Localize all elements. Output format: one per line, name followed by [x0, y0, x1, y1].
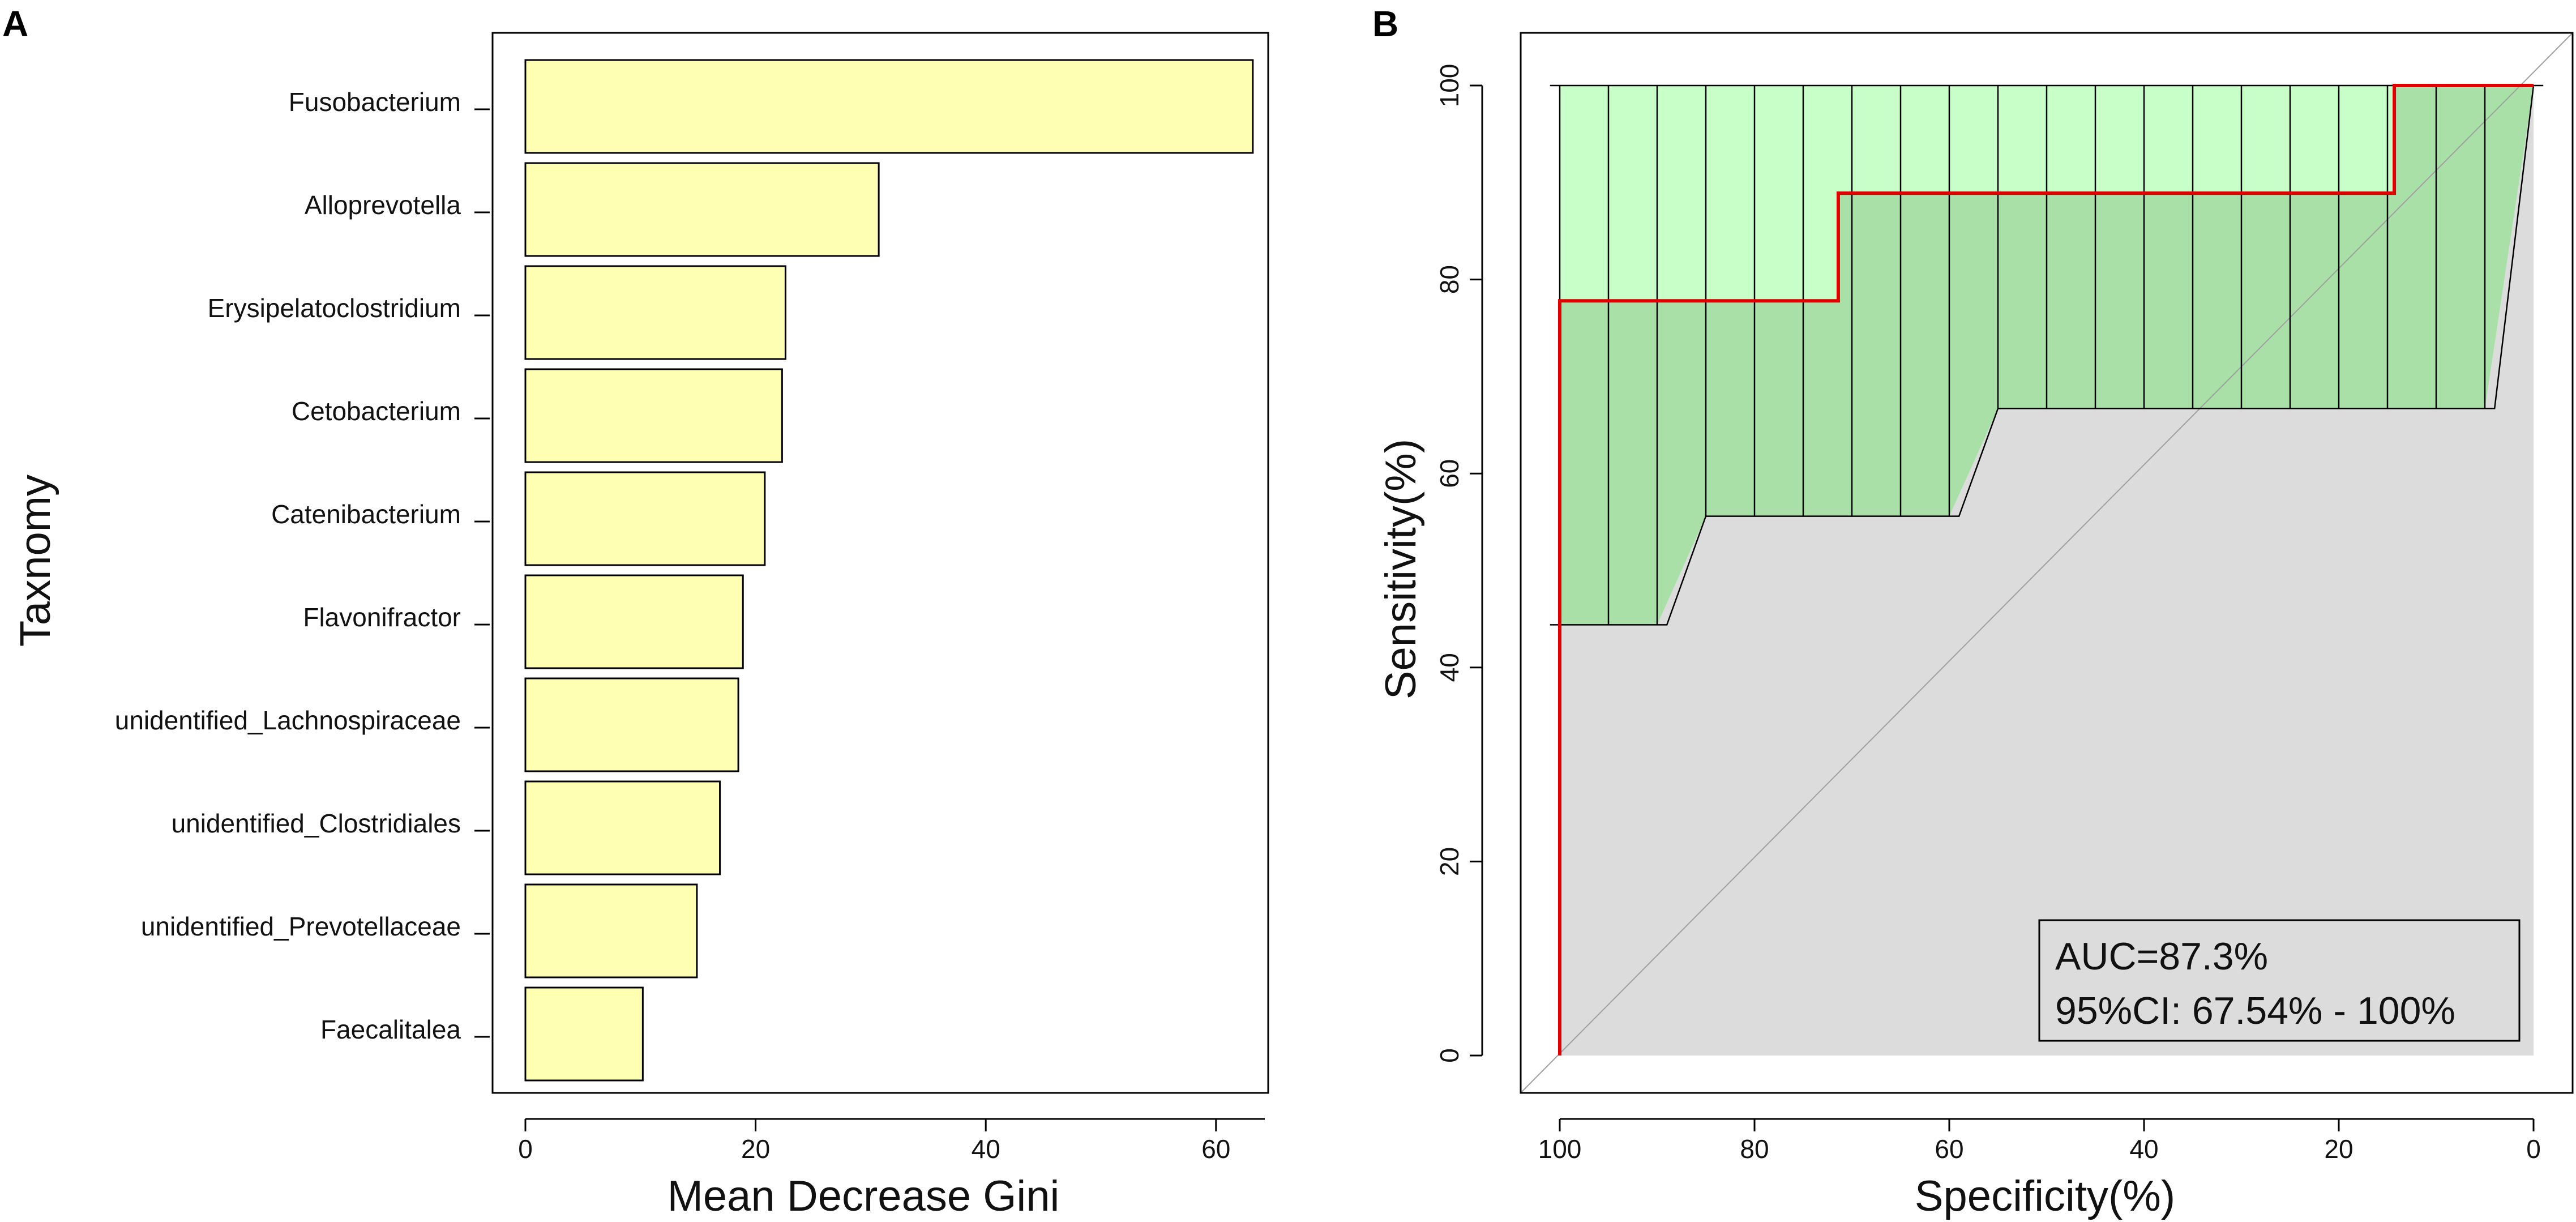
category-label: Alloprevotella — [305, 190, 461, 220]
roc-ci-lower-line — [1550, 85, 2535, 626]
bar-flavonifractor — [524, 574, 744, 669]
auc-value-text: AUC=87.3% — [2055, 935, 2268, 978]
bar-unidentified-prevotellaceae — [524, 883, 698, 979]
panel-a-x-axis-title: Mean Decrease Gini — [667, 1172, 1060, 1220]
panel-a: A Fusobacterium Alloprevotella Erysipelato… — [2, 3, 1269, 1220]
panel-b-roc-plot — [1520, 32, 2573, 1093]
panel-a-label: A — [2, 3, 28, 44]
panel-a-bars — [524, 59, 1254, 1082]
x-tick-label: 60 — [1935, 1134, 1963, 1164]
bar-fusobacterium — [524, 59, 1254, 154]
panel-b-y-ticks: 0 20 40 60 80 100 — [1435, 64, 1482, 1063]
x-tick-label: 100 — [1538, 1134, 1582, 1164]
category-label: unidentified_Prevotellaceae — [141, 912, 461, 941]
panel-b: B 0 20 40 60 80 100 100 80 60 40 20 0 AUC=87.3% 95… — [1372, 3, 2574, 1220]
bar-faecalitalea — [524, 986, 644, 1082]
bar-cetobacterium — [524, 368, 783, 463]
bar-unidentified-lachnospiraceae — [524, 677, 739, 772]
panel-b-label: B — [1372, 3, 1398, 44]
category-label: Flavonifractor — [303, 603, 461, 632]
panel-b-x-axis-title: Specificity(%) — [1915, 1172, 2175, 1220]
auc-legend-box: AUC=87.3% 95%CI: 67.54% - 100% — [2038, 919, 2521, 1042]
panel-a-category-ticks — [474, 108, 490, 1038]
panel-a-category-labels: Fusobacterium Alloprevotella Erysipelatocl… — [115, 87, 461, 1044]
bar-catenibacterium — [524, 471, 766, 566]
x-tick-label: 0 — [2526, 1134, 2541, 1164]
x-tick-label: 80 — [1740, 1134, 1769, 1164]
bar-erysipelatoclostridium — [524, 265, 786, 360]
panel-b-plot-frame — [1520, 32, 2574, 1094]
x-tick-label: 0 — [518, 1134, 533, 1164]
x-tick-label: 40 — [2129, 1134, 2158, 1164]
category-label: Fusobacterium — [289, 87, 461, 117]
y-tick-label: 0 — [1435, 1048, 1464, 1063]
category-label: unidentified_Clostridiales — [172, 809, 461, 838]
auc-legend-frame — [2038, 919, 2521, 1042]
category-label: Cetobacterium — [292, 396, 461, 426]
bar-alloprevotella — [524, 162, 880, 257]
panel-a-y-axis-title: Taxnomy — [11, 475, 59, 647]
category-label: Catenibacterium — [271, 499, 461, 529]
x-tick-label: 20 — [741, 1134, 770, 1164]
y-tick-label: 80 — [1435, 265, 1464, 294]
ci-range-text: 95%CI: 67.54% - 100% — [2055, 989, 2455, 1032]
panel-b-x-ticks: 100 80 60 40 20 0 — [1538, 1119, 2541, 1164]
roc-chance-diagonal — [1520, 32, 2573, 1093]
roc-curve — [1558, 84, 2534, 1056]
x-tick-label: 60 — [1201, 1134, 1230, 1164]
y-tick-label: 40 — [1435, 653, 1464, 682]
y-tick-label: 100 — [1435, 64, 1464, 108]
category-label: Faecalitalea — [320, 1015, 461, 1044]
y-tick-label: 60 — [1435, 459, 1464, 488]
bar-unidentified-clostridiales — [524, 780, 721, 875]
panel-a-x-ticks: 0 20 40 60 — [518, 1119, 1230, 1164]
panel-a-plot-frame — [491, 32, 1269, 1094]
panel-b-y-axis-title: Sensitivity(%) — [1377, 439, 1425, 699]
x-tick-label: 20 — [2324, 1134, 2353, 1164]
y-tick-label: 20 — [1435, 847, 1464, 876]
category-label: Erysipelatoclostridium — [208, 293, 461, 323]
category-label: unidentified_Lachnospiraceae — [115, 706, 461, 735]
x-tick-label: 40 — [972, 1134, 1000, 1164]
